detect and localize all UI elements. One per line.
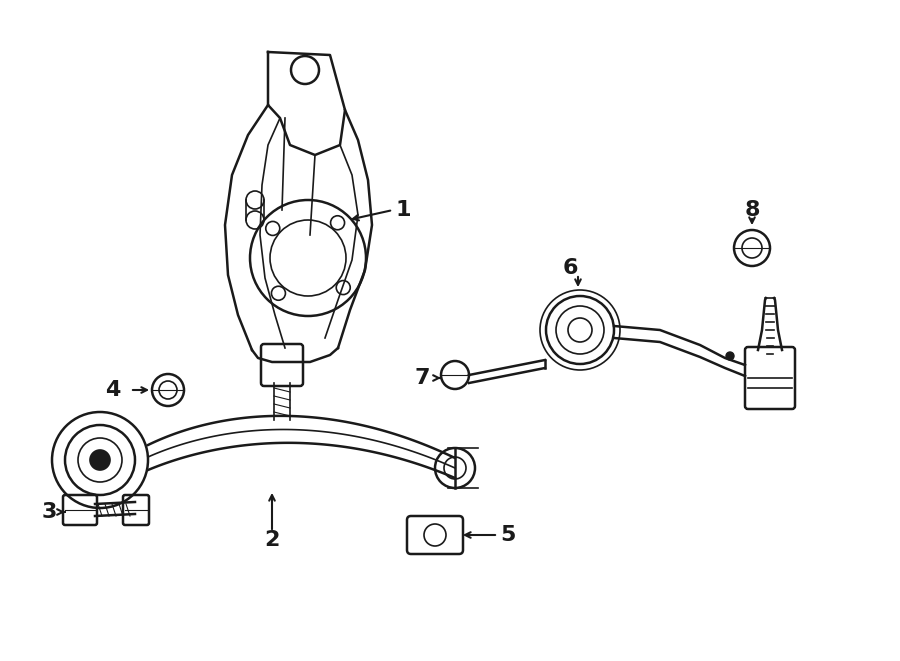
Circle shape xyxy=(90,450,110,470)
Text: 4: 4 xyxy=(105,380,121,400)
Text: 8: 8 xyxy=(744,200,760,220)
Text: 6: 6 xyxy=(562,258,578,278)
Text: 2: 2 xyxy=(265,530,280,550)
Text: 1: 1 xyxy=(395,200,410,220)
Text: 3: 3 xyxy=(42,502,58,522)
Circle shape xyxy=(726,352,734,360)
Text: 7: 7 xyxy=(415,368,430,388)
Text: 5: 5 xyxy=(500,525,516,545)
